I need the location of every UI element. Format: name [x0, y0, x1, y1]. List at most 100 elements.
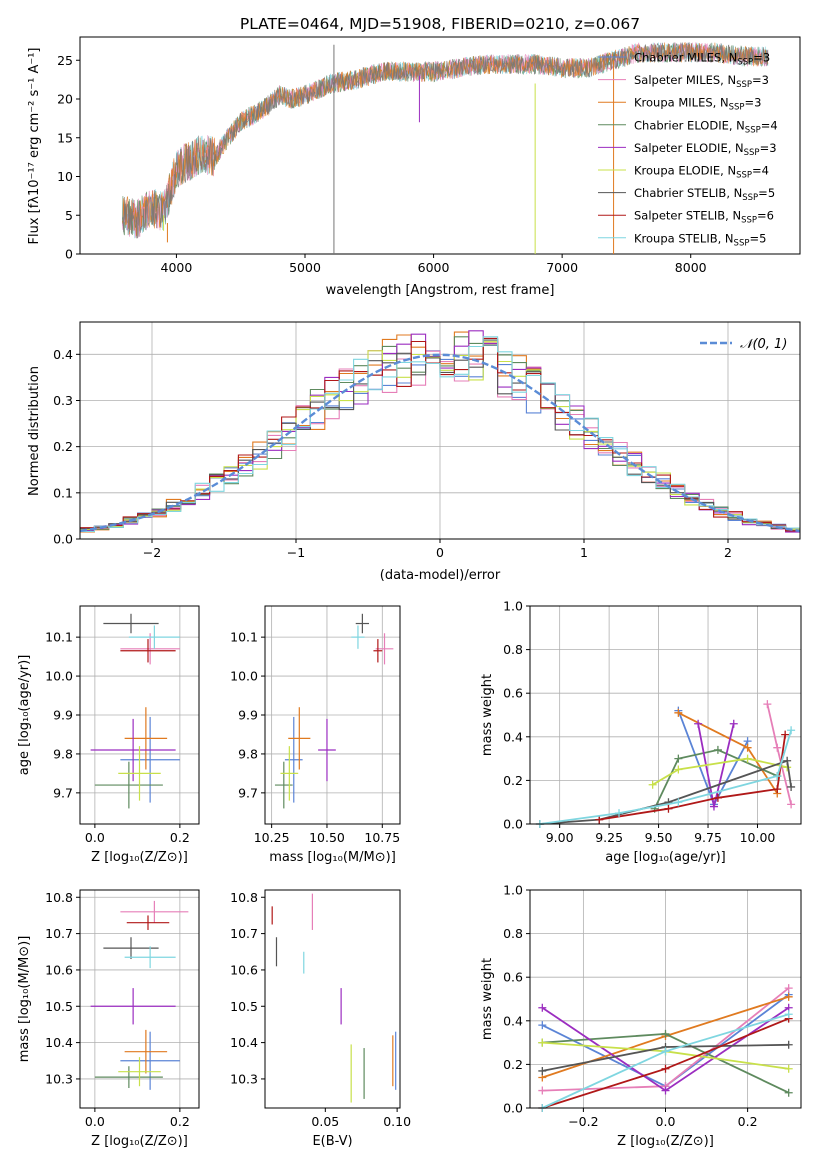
x-tick-label: 7000 — [546, 260, 578, 275]
legend-n-value: 5 — [759, 231, 766, 245]
x-tick-label: 9.25 — [595, 830, 623, 845]
x-tick-label: 0.2 — [738, 1114, 758, 1129]
y-tick-label: 10.3 — [230, 1071, 258, 1086]
legend-n-symbol: , N — [720, 164, 736, 178]
weight-vs-age-panel: 9.00 9.25 9.50 9.75 10.00 0.0 0.2 0.4 0.6 0.8 1.0 a… — [480, 599, 802, 865]
weight-marker — [538, 1066, 547, 1075]
y-tick-label: 10.7 — [230, 926, 258, 941]
legend-subscript: SSP — [744, 148, 760, 158]
legend-n-value: 4 — [762, 164, 769, 178]
weight-marker — [781, 730, 790, 739]
legend-label: Chabrier MILES, NSSP=3 — [634, 51, 770, 68]
y-tick-label: 10.8 — [230, 890, 258, 905]
legend-subscript: SSP — [745, 125, 761, 135]
y-tick-label: 0.6 — [503, 686, 523, 701]
x-tick-label: 9.50 — [645, 830, 673, 845]
spectrum-marks — [122, 42, 769, 254]
x-tick-label: −0.2 — [568, 1114, 598, 1129]
legend-subscript: SSP — [737, 58, 753, 68]
weight-marker — [674, 708, 683, 717]
legend-equals: = — [753, 51, 763, 65]
x-axis-label: Z [log₁₀(Z/Z⊙)] — [91, 850, 188, 865]
legend-subscript: SSP — [729, 103, 745, 113]
weight-marker — [713, 745, 722, 754]
spectrum-line — [122, 42, 769, 239]
panel-frame — [79, 889, 200, 1109]
x-tick-label: 0.0 — [85, 830, 105, 845]
weight-marker — [773, 743, 782, 752]
weight-marker — [763, 700, 772, 709]
weight-marker — [784, 992, 793, 1001]
y-tick-label: 0.8 — [503, 642, 523, 657]
weight-marker — [694, 719, 703, 728]
legend-equals: = — [757, 209, 767, 223]
legend-subscript: SSP — [741, 216, 757, 226]
y-tick-label: 9.8 — [53, 746, 73, 761]
legend-name: Chabrier STELIB — [634, 186, 726, 200]
panel-frame — [529, 605, 802, 825]
legend-name: Salpeter ELODIE — [634, 141, 728, 155]
y-tick-label: 10.7 — [45, 926, 73, 941]
y-tick-label: 10.8 — [45, 890, 73, 905]
x-tick-label: 6000 — [418, 260, 450, 275]
legend-label: Salpeter STELIB, NSSP=6 — [634, 209, 774, 226]
weight-marker — [674, 798, 683, 807]
legend-label: Chabrier ELODIE, NSSP=4 — [634, 118, 778, 135]
y-tick-label: 0.4 — [53, 347, 73, 362]
mass-vs-Z-panel: 0.0 0.2 10.3 10.4 10.5 10.6 10.7 10.8 Z [log₁₀(Z… — [17, 889, 200, 1149]
weight-marker — [743, 754, 752, 763]
legend-n-symbol: , N — [726, 186, 742, 200]
x-tick-label: −1 — [287, 545, 305, 560]
normal-curve — [79, 353, 801, 533]
x-tick-label: 10.75 — [364, 830, 400, 845]
age-vs-mass-panel: 10.25 10.50 10.75 9.7 9.8 9.9 10.0 10.1 mass [lo… — [230, 605, 401, 865]
y-tick-label: 9.9 — [53, 708, 73, 723]
legend-subscript: SSP — [734, 238, 750, 248]
x-tick-label: 0 — [436, 545, 444, 560]
weight-vs-Z-panel: −0.2 0.0 0.2 0.0 0.2 0.4 0.6 0.8 1.0 Z [log₁₀(Z/Z… — [480, 883, 802, 1149]
weight-marker — [787, 726, 796, 735]
x-tick-label: 5000 — [289, 260, 321, 275]
y-tick-label: 0 — [65, 247, 73, 262]
legend-n-symbol: , N — [718, 231, 734, 245]
residuals-ylabel: Normed distribution — [27, 366, 42, 496]
legend-n-symbol: , N — [728, 141, 744, 155]
legend-n-symbol: , N — [729, 118, 745, 132]
x-tick-label: 2 — [724, 545, 732, 560]
x-tick-label: 10.25 — [254, 830, 290, 845]
y-tick-label: 0.4 — [503, 729, 523, 744]
legend-label: Salpeter ELODIE, NSSP=3 — [634, 141, 777, 158]
y-tick-label: 5 — [65, 208, 73, 223]
weight-marker — [713, 793, 722, 802]
y-tick-label: 9.7 — [238, 785, 258, 800]
weight-marker — [661, 1029, 670, 1038]
x-axis-label: age [log₁₀(age/yr)] — [605, 850, 726, 865]
y-axis-label: mass [log₁₀(M/M⊙)] — [17, 936, 32, 1063]
y-tick-label: 0.3 — [53, 393, 73, 408]
legend-equals: = — [758, 186, 768, 200]
legend-n-symbol: , N — [721, 51, 737, 65]
legend-n-value: 3 — [769, 141, 776, 155]
y-tick-label: 0.4 — [503, 1013, 523, 1028]
legend-label: Salpeter MILES, NSSP=3 — [634, 73, 769, 90]
figure-title: PLATE=0464, MJD=51908, FIBERID=0210, z=0… — [240, 15, 640, 33]
x-tick-label: 0.0 — [85, 1114, 105, 1129]
weight-marker — [729, 719, 738, 728]
y-tick-label: 10.5 — [45, 999, 73, 1014]
y-tick-label: 10.4 — [230, 1035, 258, 1050]
y-tick-label: 10.4 — [45, 1035, 73, 1050]
weight-marker — [664, 804, 673, 813]
y-axis-label: mass weight — [480, 674, 495, 756]
weight-marker — [784, 1064, 793, 1073]
spectrum-xlabel: wavelength [Angstrom, rest frame] — [326, 283, 555, 298]
weight-marker — [787, 800, 796, 809]
y-tick-label: 0.0 — [503, 1101, 523, 1116]
weight-marker — [538, 1086, 547, 1095]
legend-name: Salpeter MILES — [634, 73, 720, 87]
x-tick-label: 1 — [580, 545, 588, 560]
weight-marker — [784, 1010, 793, 1019]
legend-name: Kroupa ELODIE — [634, 164, 720, 178]
weight-marker — [674, 754, 683, 763]
legend-label: Kroupa ELODIE, NSSP=4 — [634, 164, 769, 181]
